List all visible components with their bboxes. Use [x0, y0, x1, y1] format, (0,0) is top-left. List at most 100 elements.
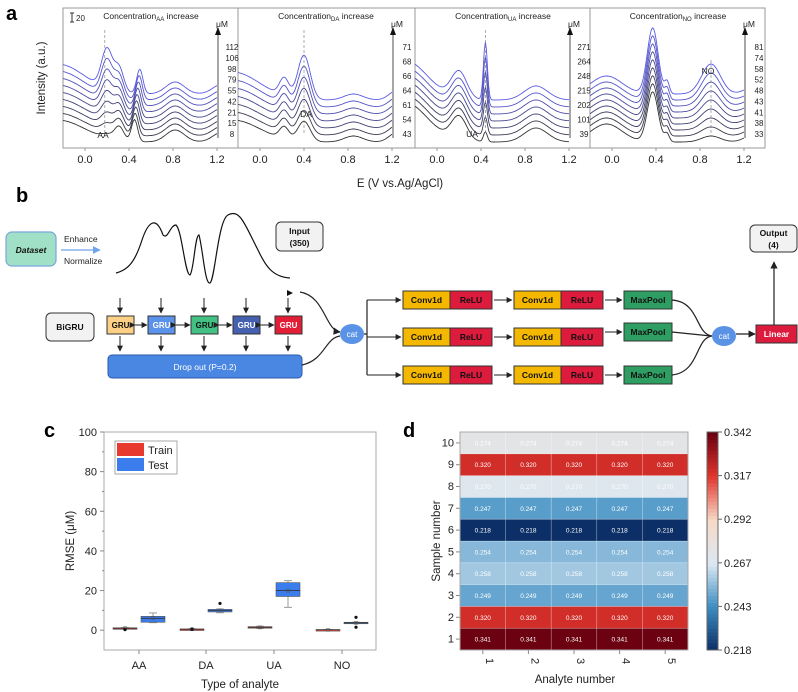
heatmap-cell-value: 0.341 — [566, 637, 583, 644]
x-tick-label: 0.0 — [252, 154, 267, 166]
colorbar-segment — [707, 457, 718, 462]
y-tick-label: 9 — [448, 459, 454, 471]
x-tick-label: 0.8 — [517, 154, 532, 166]
colorbar-segment — [707, 548, 718, 553]
heatmap-cell-value: 0.270 — [611, 484, 628, 491]
enhance-label: Enhance — [64, 234, 98, 244]
heatmap-cell-value: 0.270 — [520, 484, 537, 491]
train-box-ua — [247, 625, 273, 630]
panel-label-c: c — [44, 420, 55, 442]
panel-d-heatmap: 0.341 0.341 0.341 0.341 0.341 1 0.320 0.320 0.32… — [442, 427, 752, 664]
colorbar-segment — [707, 570, 718, 575]
colorbar-segment — [707, 515, 718, 520]
x-tick-label: 0.8 — [165, 154, 180, 166]
spectrum-curve — [589, 83, 745, 137]
concentration-label: 112 — [226, 43, 239, 52]
bigru-node — [45, 312, 95, 342]
panel-d-ylabel: Sample number — [431, 500, 443, 581]
x-tick-label: 5 — [665, 658, 677, 664]
colorbar-segment — [707, 566, 718, 571]
heatmap-cell-value: 0.274 — [611, 440, 628, 447]
colorbar-segment — [707, 588, 718, 593]
x-tick-label: 1.2 — [736, 154, 751, 166]
heatmap-cell-value: 0.254 — [657, 549, 674, 556]
subplot-title: ConcentrationUA increase — [455, 11, 551, 23]
relu-node — [560, 327, 604, 347]
colorbar-segment — [707, 435, 718, 440]
concentration-label: 81 — [755, 43, 764, 52]
mean-marker — [286, 588, 290, 593]
colorbar-segment — [707, 501, 718, 506]
heatmap-cell-value: 0.274 — [566, 440, 583, 447]
spectrum-curve — [62, 112, 218, 137]
panel-a-frame — [62, 7, 766, 149]
colorbar-frame — [706, 431, 719, 651]
subplot-da: 0.0 0.4 0.8 1.2 ConcentrationDA increase DA μM… — [237, 11, 412, 166]
concentration-label: 48 — [755, 87, 764, 96]
cat-label-1: cat — [347, 330, 358, 339]
maxpool-label: MaxPool — [631, 370, 666, 380]
relu-label: ReLU — [460, 332, 482, 342]
y-tick-label: 40 — [85, 546, 97, 558]
conv1d-label: Conv1d — [522, 370, 553, 380]
output-node — [749, 224, 798, 253]
spectrum-curve — [62, 89, 218, 119]
concentration-label: 52 — [755, 76, 764, 85]
colorbar-segment — [707, 439, 718, 444]
concentration-label: 106 — [225, 54, 239, 63]
y-tick-label: 5 — [448, 546, 454, 558]
arrow-head — [567, 27, 573, 35]
spectrum-curve — [237, 109, 393, 136]
x-tick-label: 0.0 — [604, 154, 619, 166]
y-tick-label: 8 — [448, 481, 454, 493]
dataset-node — [5, 231, 57, 267]
outlier-point — [354, 615, 358, 619]
heatmap-cell-value: 0.341 — [520, 637, 537, 644]
spectrum-curve — [62, 99, 218, 125]
gru-label: GRU — [112, 321, 130, 330]
heatmap-cell-value: 0.270 — [475, 484, 492, 491]
heatmap-cell-value: 0.258 — [657, 571, 674, 578]
x-tick-label: 1.2 — [561, 154, 576, 166]
relu-label: ReLU — [571, 370, 593, 380]
scale-bar-label: 20 — [76, 14, 85, 23]
colorbar-segment — [707, 610, 718, 615]
concentration-label: 42 — [228, 97, 237, 106]
panel-a-xlabel: E (V vs.Ag/AgCl) — [357, 178, 443, 190]
spectrum-curve — [589, 59, 745, 119]
heatmap-cell-value: 0.247 — [611, 506, 628, 513]
heatmap-cell-value: 0.274 — [657, 440, 674, 447]
concentration-label: 39 — [580, 130, 589, 139]
spectrum-curve — [237, 87, 393, 122]
concentration-label: 58 — [755, 65, 764, 74]
heatmap-cell-value: 0.258 — [475, 571, 492, 578]
cat-node-2 — [712, 326, 736, 346]
arrow-head — [390, 27, 396, 35]
colorbar-tick-label: 0.292 — [724, 514, 752, 526]
colorbar-segment — [707, 508, 718, 513]
colorbar-segment — [707, 613, 718, 618]
box — [275, 582, 301, 597]
input-node — [275, 221, 324, 252]
colorbar-segment — [707, 555, 718, 560]
spectrum-curve — [414, 84, 569, 122]
x-tick-label: DA — [198, 660, 214, 672]
colorbar-tick-label: 0.218 — [724, 645, 752, 657]
conv1d-label: Conv1d — [411, 332, 442, 342]
relu-node — [449, 327, 493, 347]
heatmap-cell-value: 0.247 — [520, 506, 537, 513]
spectrum-curve — [62, 118, 218, 143]
concentration-label: 79 — [228, 76, 237, 85]
maxpool-label: MaxPool — [631, 327, 666, 337]
legend: Train Test — [114, 440, 178, 475]
colorbar-segment — [707, 519, 718, 524]
heatmap-cell-value: 0.320 — [611, 615, 628, 622]
heatmap-cell-value: 0.320 — [566, 462, 583, 469]
input-waveform — [115, 212, 291, 284]
colorbar-segment — [707, 522, 718, 527]
colorbar-segment — [707, 493, 718, 498]
heatmap-cell-value: 0.341 — [611, 637, 628, 644]
maxpool-to-cat-arrows — [671, 299, 713, 376]
colorbar-segment — [707, 490, 718, 495]
test-box-ua — [275, 580, 301, 608]
